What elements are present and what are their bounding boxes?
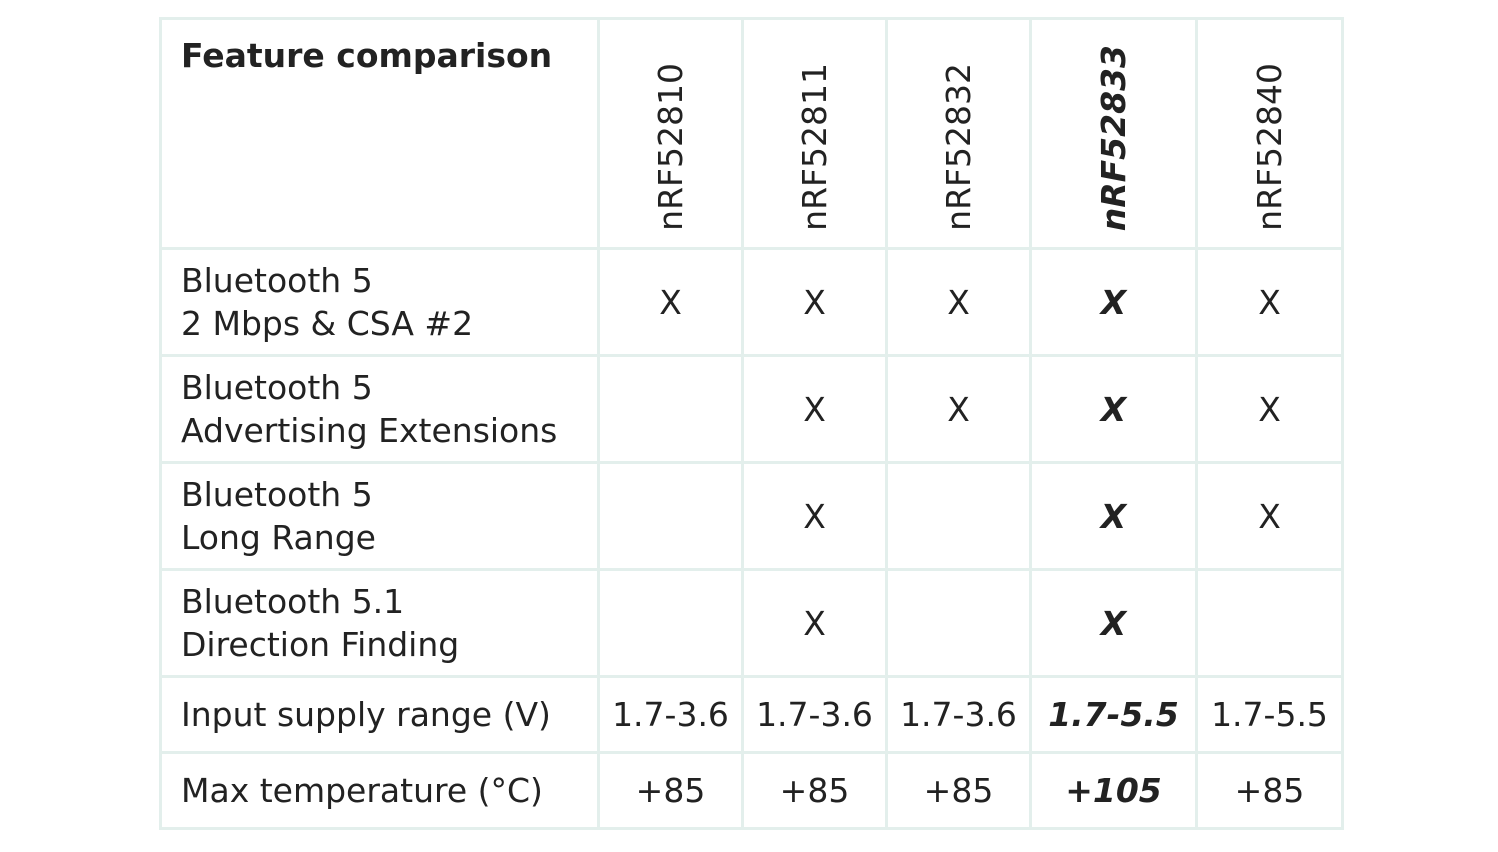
table-row: Bluetooth 5 Advertising Extensions X X X … bbox=[159, 354, 1344, 464]
table-cell: X bbox=[1195, 354, 1344, 464]
column-header-nrf52840: nRF52840 bbox=[1195, 17, 1344, 250]
table-cell: 1.7-3.6 bbox=[597, 675, 744, 754]
table-cell: 1.7-3.6 bbox=[741, 675, 888, 754]
row-label: Bluetooth 5 Advertising Extensions bbox=[159, 354, 600, 464]
table-cell bbox=[1195, 568, 1344, 678]
table-cell: X bbox=[1029, 354, 1198, 464]
table-cell bbox=[597, 461, 744, 571]
row-label: Bluetooth 5 Long Range bbox=[159, 461, 600, 571]
table-row: Max temperature (°C) +85 +85 +85 +105 +8… bbox=[159, 751, 1344, 830]
table-cell: X bbox=[885, 354, 1032, 464]
table-cell: X bbox=[741, 247, 888, 357]
table-cell bbox=[885, 568, 1032, 678]
row-label: Bluetooth 5.1 Direction Finding bbox=[159, 568, 600, 678]
table-cell: +85 bbox=[885, 751, 1032, 830]
table-cell bbox=[597, 354, 744, 464]
header-row: Feature comparison nRF52810 nRF52811 nRF… bbox=[159, 17, 1344, 250]
table-cell bbox=[597, 568, 744, 678]
table-cell: X bbox=[1029, 461, 1198, 571]
table-cell: X bbox=[741, 568, 888, 678]
table-cell: X bbox=[597, 247, 744, 357]
table-row: Input supply range (V) 1.7-3.6 1.7-3.6 1… bbox=[159, 675, 1344, 754]
table-cell: X bbox=[885, 247, 1032, 357]
column-header-nrf52832: nRF52832 bbox=[885, 17, 1032, 250]
table-cell bbox=[885, 461, 1032, 571]
table-cell: +105 bbox=[1029, 751, 1198, 830]
column-header-nrf52833: nRF52833 bbox=[1029, 17, 1198, 250]
table-cell: +85 bbox=[741, 751, 888, 830]
table-cell: 1.7-5.5 bbox=[1029, 675, 1198, 754]
table-cell: X bbox=[1195, 461, 1344, 571]
feature-comparison-table: Feature comparison nRF52810 nRF52811 nRF… bbox=[159, 17, 1344, 830]
table-cell: 1.7-5.5 bbox=[1195, 675, 1344, 754]
table-title: Feature comparison bbox=[159, 17, 600, 250]
table-cell: 1.7-3.6 bbox=[885, 675, 1032, 754]
row-label: Max temperature (°C) bbox=[159, 751, 600, 830]
table-cell: +85 bbox=[597, 751, 744, 830]
table-row: Bluetooth 5 Long Range X X X bbox=[159, 461, 1344, 571]
table-cell: X bbox=[741, 354, 888, 464]
table-cell: X bbox=[1195, 247, 1344, 357]
table-cell: X bbox=[741, 461, 888, 571]
table-row: Bluetooth 5.1 Direction Finding X X bbox=[159, 568, 1344, 678]
column-header-nrf52810: nRF52810 bbox=[597, 17, 744, 250]
table-cell: X bbox=[1029, 247, 1198, 357]
table-cell: +85 bbox=[1195, 751, 1344, 830]
table-cell: X bbox=[1029, 568, 1198, 678]
column-header-nrf52811: nRF52811 bbox=[741, 17, 888, 250]
row-label: Input supply range (V) bbox=[159, 675, 600, 754]
